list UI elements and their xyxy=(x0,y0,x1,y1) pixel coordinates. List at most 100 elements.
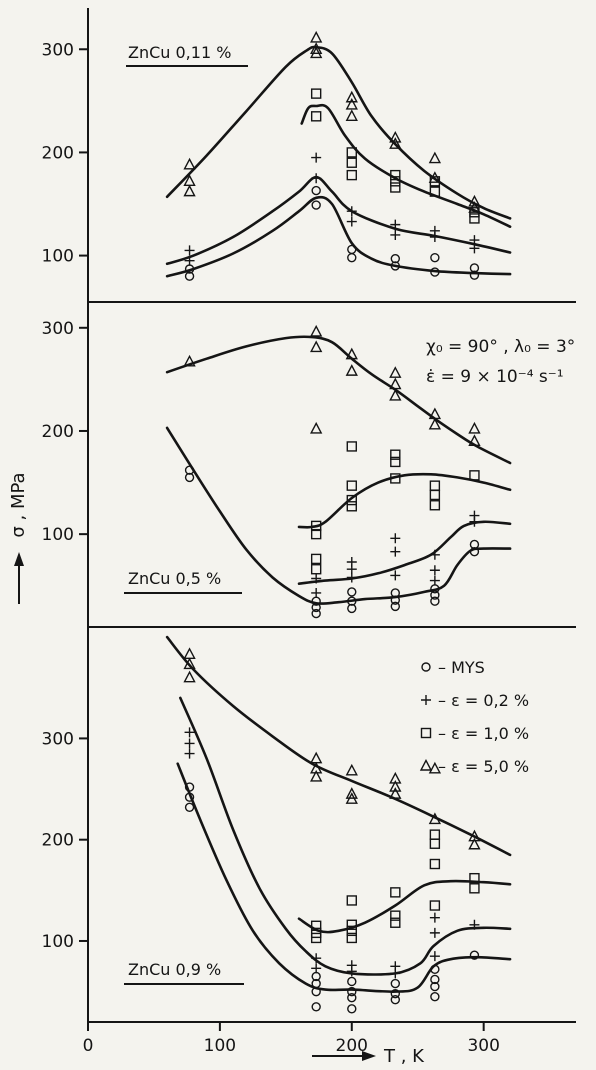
point-0-square-0 xyxy=(310,88,322,99)
point-1-triangle-2 xyxy=(310,340,323,353)
point-2-circle-0 xyxy=(184,782,195,792)
point-1-square-2 xyxy=(310,553,322,565)
point-1-triangle-9 xyxy=(428,407,442,420)
point-2-triangle-5 xyxy=(310,769,323,782)
point-2-square-0 xyxy=(310,920,322,931)
y-tick-label-0-300: 300 xyxy=(42,40,74,60)
point-1-square-4 xyxy=(346,441,357,452)
point-2-circle-9 xyxy=(347,992,357,1003)
x-axis-title: T , K xyxy=(383,1046,425,1067)
point-1-triangle-0 xyxy=(183,354,196,367)
point-2-circle-8 xyxy=(347,986,357,997)
point-2-circle-5 xyxy=(311,986,321,997)
point-1-square-11 xyxy=(429,480,441,491)
legend-marker-square xyxy=(420,727,432,739)
point-0-plus-2 xyxy=(311,152,322,163)
point-2-plus-8 xyxy=(390,968,401,979)
point-2-plus-3 xyxy=(311,953,322,964)
point-2-circle-11 xyxy=(390,978,401,989)
point-2-square-13 xyxy=(429,900,441,911)
x-axis-title-arrow-head xyxy=(362,1051,376,1061)
point-1-square-8 xyxy=(390,449,401,460)
point-1-plus-7 xyxy=(390,570,401,581)
point-1-square-9 xyxy=(390,456,401,468)
annotation-strain-rate: ε̇ = 9 × 10⁻⁴ s⁻¹ xyxy=(426,367,564,387)
point-1-plus-12 xyxy=(469,516,480,527)
point-2-triangle-11 xyxy=(389,787,402,799)
point-0-plus-6 xyxy=(390,219,401,230)
point-1-circle-7 xyxy=(347,603,357,614)
legend-label-square: – ε = 1,0 % xyxy=(438,724,529,743)
y-tick-label-1-300: 300 xyxy=(42,319,74,339)
point-2-square-11 xyxy=(429,838,441,849)
point-0-square-4 xyxy=(346,169,357,181)
point-2-triangle-3 xyxy=(310,751,323,764)
curve-2-triangle xyxy=(165,635,512,857)
point-0-plus-11 xyxy=(469,243,480,254)
point-1-circle-0 xyxy=(184,465,195,475)
series-0-square xyxy=(300,88,512,228)
point-1-triangle-3 xyxy=(310,421,323,434)
point-0-triangle-3 xyxy=(310,30,323,43)
point-0-square-10 xyxy=(469,207,480,218)
x-tick-label-200: 200 xyxy=(336,1036,368,1056)
curve-0-triangle xyxy=(165,45,512,220)
point-2-triangle-13 xyxy=(428,812,442,825)
point-2-triangle-0 xyxy=(183,647,196,660)
point-0-triangle-2 xyxy=(183,184,196,197)
point-0-circle-2 xyxy=(311,185,321,196)
point-0-triangle-10 xyxy=(389,137,402,149)
point-0-triangle-5 xyxy=(310,46,323,59)
panel-label-2: ZnCu 0,9 % xyxy=(128,960,221,979)
point-2-triangle-1 xyxy=(183,657,196,670)
point-1-plus-1 xyxy=(311,587,322,598)
legend-label-plus: – ε = 0,2 % xyxy=(438,691,529,710)
point-2-circle-16 xyxy=(430,981,440,992)
series-0-circle xyxy=(165,185,512,281)
curve-2-circle xyxy=(176,762,512,993)
y-tick-label-2-200: 200 xyxy=(42,831,74,851)
point-2-triangle-8 xyxy=(345,792,358,804)
point-1-circle-5 xyxy=(347,587,357,597)
point-0-square-1 xyxy=(310,111,322,122)
point-0-triangle-9 xyxy=(389,130,402,143)
point-0-triangle-13 xyxy=(468,194,481,207)
point-1-plus-5 xyxy=(390,533,401,544)
point-2-plus-10 xyxy=(429,927,440,938)
point-1-triangle-8 xyxy=(389,388,402,401)
point-0-triangle-7 xyxy=(345,97,358,110)
point-0-plus-0 xyxy=(184,245,195,256)
point-0-circle-0 xyxy=(184,264,195,274)
point-0-square-7 xyxy=(390,182,401,193)
point-0-circle-3 xyxy=(311,200,321,210)
point-0-square-2 xyxy=(346,147,357,158)
point-0-plus-4 xyxy=(346,206,357,217)
point-2-triangle-12 xyxy=(428,761,442,774)
panel-0: 100 200 300 xyxy=(42,30,512,281)
point-2-triangle-15 xyxy=(468,837,481,850)
point-2-square-14 xyxy=(469,872,480,884)
point-1-plus-10 xyxy=(429,575,440,586)
point-1-circle-15 xyxy=(469,546,480,557)
point-1-circle-6 xyxy=(347,596,357,606)
point-1-triangle-7 xyxy=(389,377,402,390)
point-0-square-6 xyxy=(390,176,401,187)
point-1-triangle-4 xyxy=(345,347,358,360)
point-0-circle-9 xyxy=(430,267,440,277)
point-0-plus-5 xyxy=(346,216,357,227)
curve-0-plus xyxy=(165,175,512,266)
series-1-plus xyxy=(297,510,512,598)
panel-label-1: ZnCu 0,5 % xyxy=(128,569,221,588)
point-1-plus-6 xyxy=(390,546,401,557)
y-tick-label-2-100: 100 xyxy=(42,932,74,952)
curve-1-square xyxy=(297,472,512,529)
y-axis-title: σ , MPa xyxy=(8,472,29,537)
point-2-circle-1 xyxy=(184,792,195,802)
point-1-circle-13 xyxy=(430,596,440,606)
point-1-triangle-5 xyxy=(345,364,358,376)
y-tick-label-2-300: 300 xyxy=(42,729,74,749)
point-2-plus-9 xyxy=(429,912,440,923)
point-0-circle-5 xyxy=(347,252,357,263)
point-1-square-12 xyxy=(429,489,441,501)
point-1-circle-4 xyxy=(311,608,321,619)
